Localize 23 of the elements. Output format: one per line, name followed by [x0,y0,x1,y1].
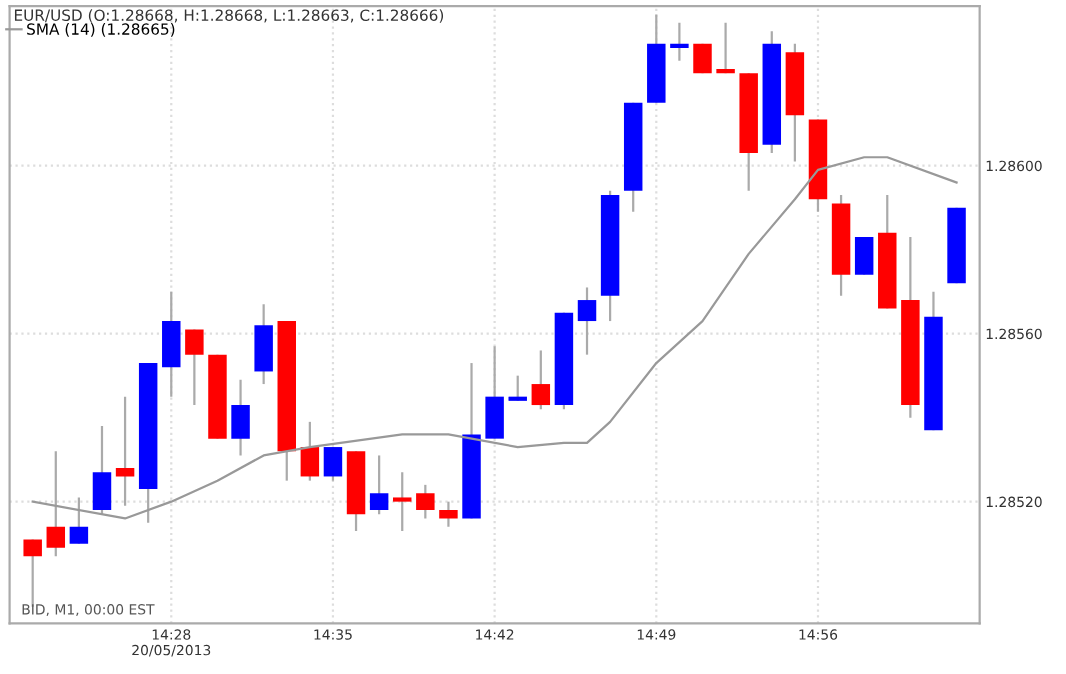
candlestick [485,345,504,440]
candlestick [162,290,181,398]
candlestick [670,21,689,62]
candlestick [854,235,874,276]
candlestick [231,378,250,457]
candlestick [92,424,112,516]
line-series [31,156,958,520]
candlestick [115,395,135,507]
candlestick [416,483,435,520]
candlestick [369,454,389,516]
candlestick [300,420,320,482]
candlestick [531,349,551,411]
candlestick [23,538,42,608]
candlestick [508,374,527,402]
candlestick [254,303,273,386]
candlestick [393,471,412,533]
candlestick [323,445,343,482]
candlestick [716,21,735,75]
candlestick [439,500,458,528]
candlestick [577,286,597,356]
candlestick [46,450,66,558]
candlestick [69,496,89,545]
candlestick [185,328,204,407]
